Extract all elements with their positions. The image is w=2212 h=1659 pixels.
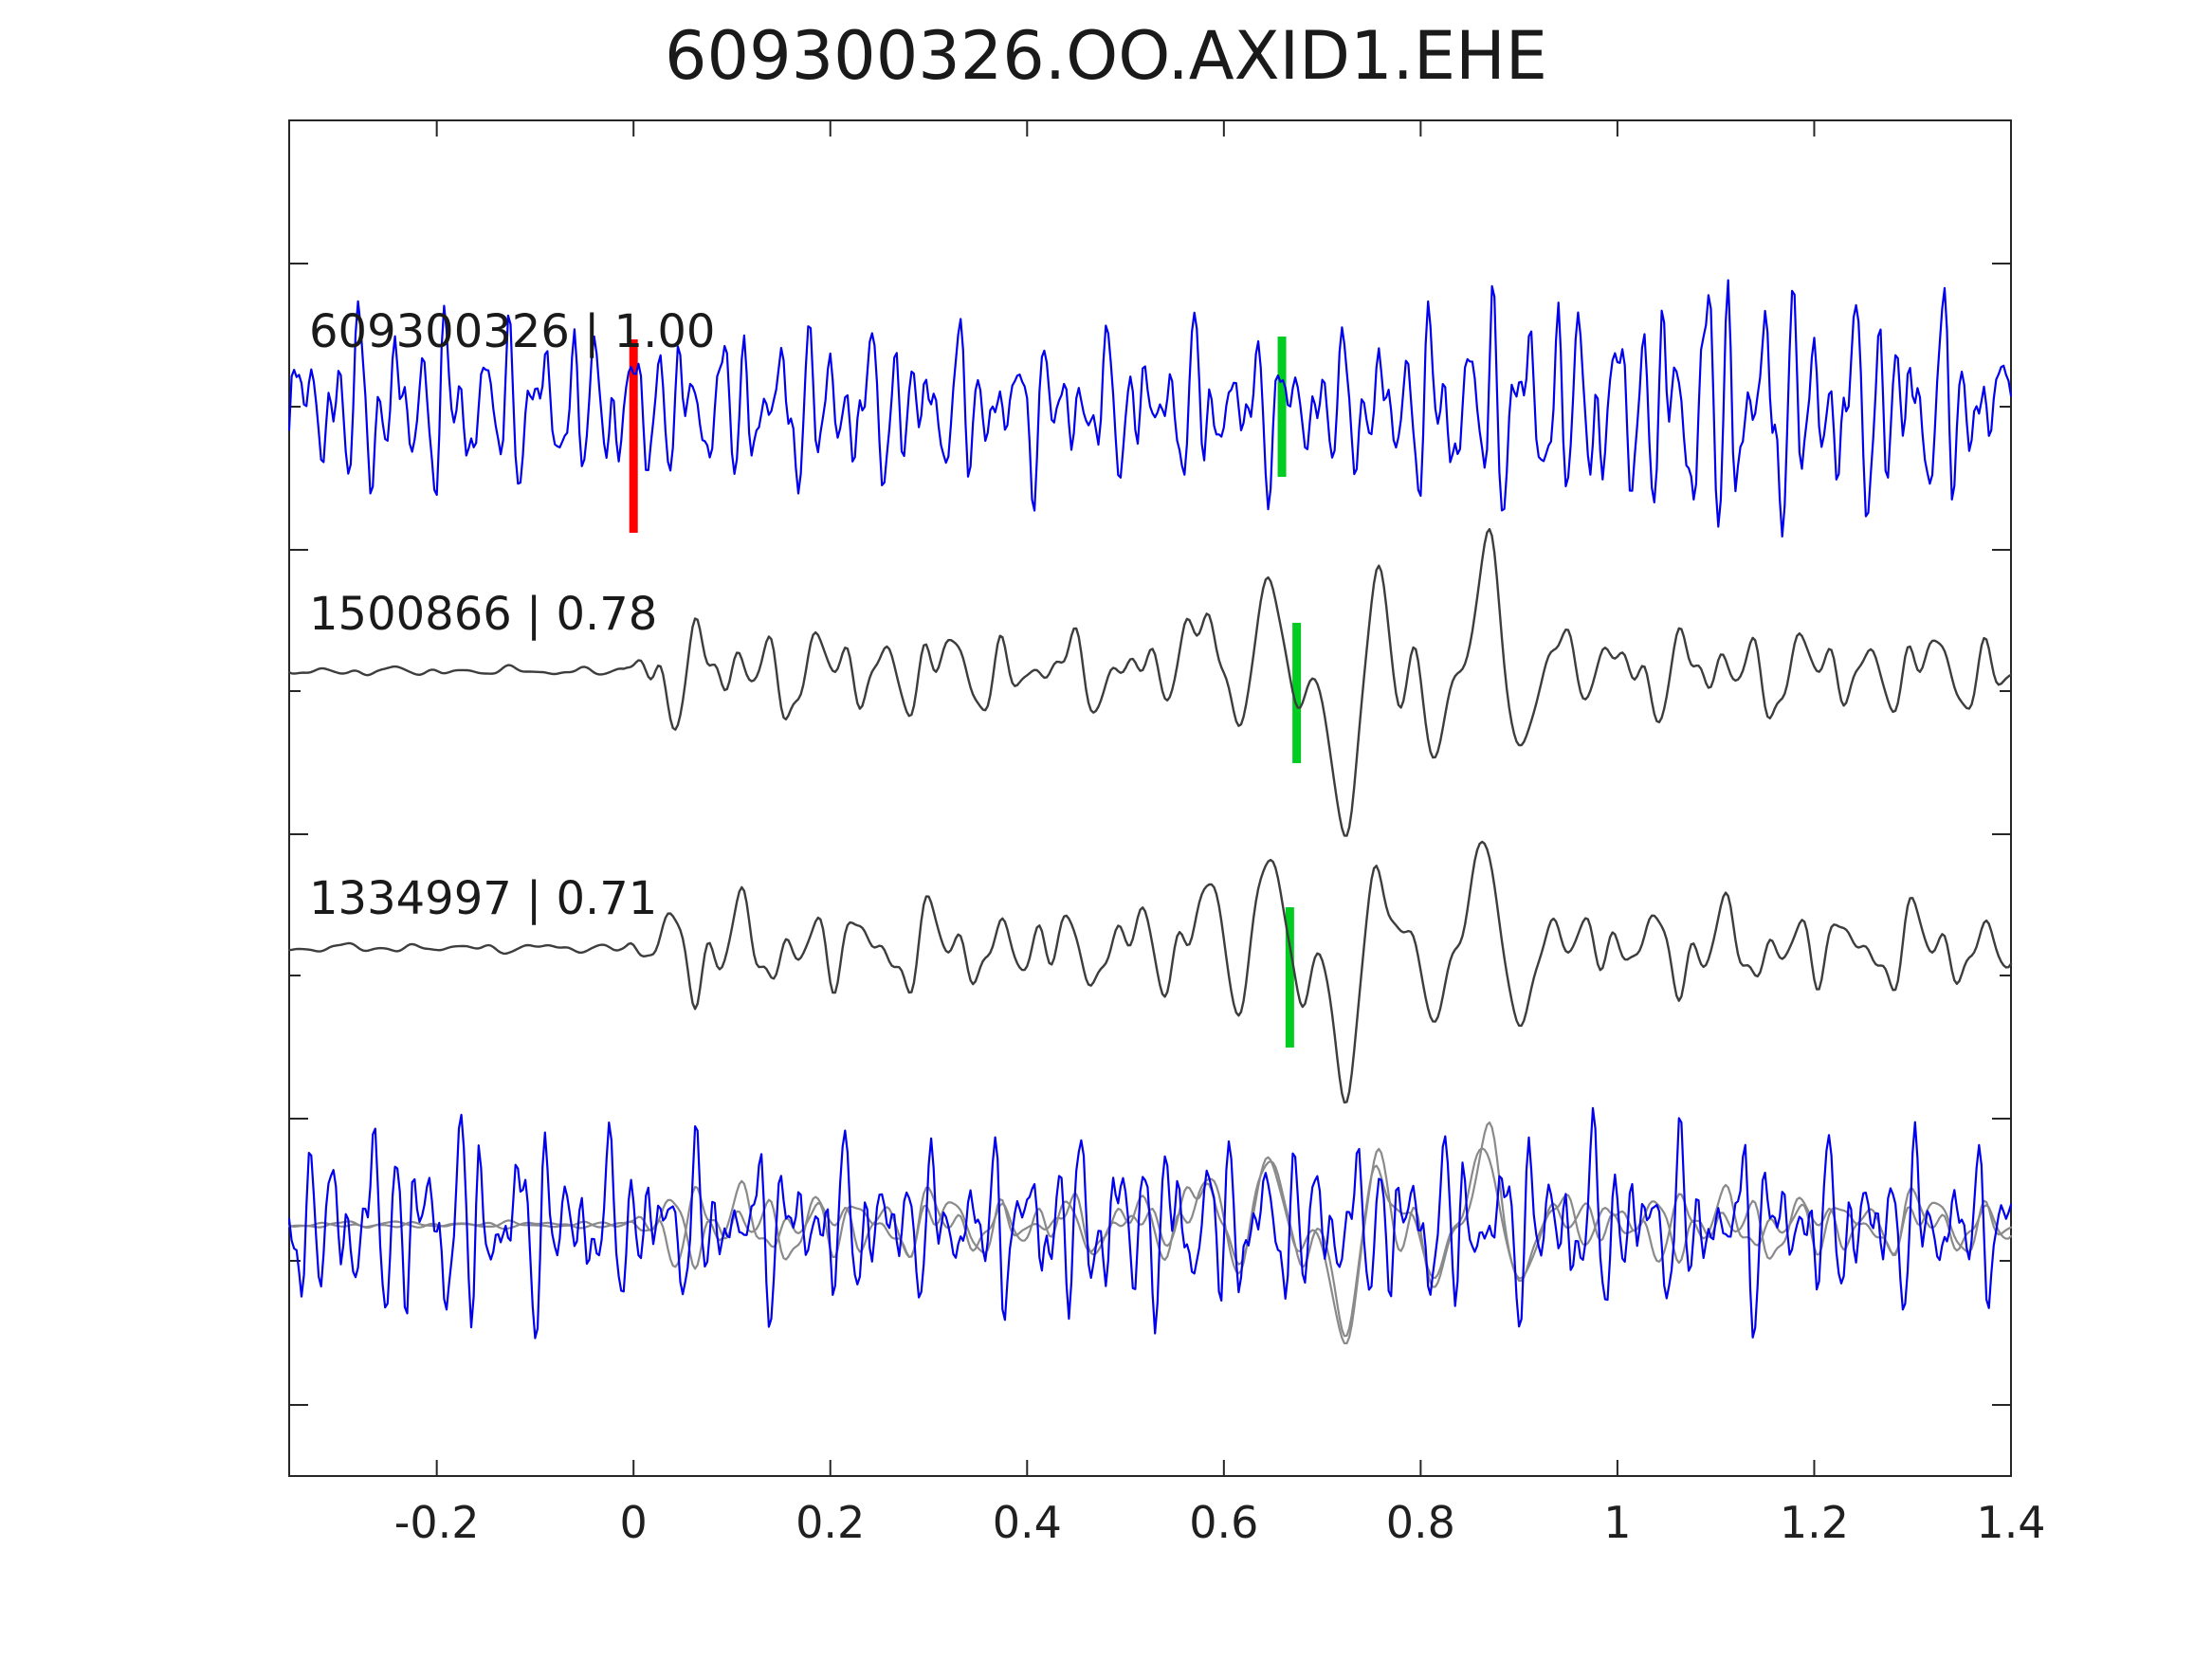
waveform-template-1500866 — [287, 528, 2013, 837]
pick-marker-green-template-2 — [1285, 907, 1294, 1048]
trace-label-template-1: 1500866 | 0.78 — [309, 588, 658, 641]
plot-title: 609300326.OO.AXID1.EHE — [665, 17, 1547, 95]
waveform-template-1334997 — [287, 840, 2013, 1104]
waveform-overlay-detection-waveform — [287, 1106, 2013, 1340]
waveform-detection-waveform — [287, 279, 2013, 538]
plot-frame — [288, 119, 2012, 1477]
pick-marker-red-reference — [629, 339, 638, 533]
x-tick-label: 1 — [1603, 1497, 1631, 1548]
x-tick-label: -0.2 — [394, 1497, 480, 1548]
pick-marker-green-template-1 — [1292, 623, 1302, 763]
pick-marker-green-detection — [1277, 337, 1287, 477]
x-tick-label: 0.6 — [1189, 1497, 1258, 1548]
x-tick-label: 0.2 — [795, 1497, 865, 1548]
x-tick-label: 0.8 — [1386, 1497, 1455, 1548]
trace-label-template-2: 1334997 | 0.71 — [309, 872, 658, 925]
x-tick-label: 1.4 — [1976, 1497, 2045, 1548]
trace-label-detection: 609300326 | 1.00 — [309, 305, 716, 358]
x-tick-label: 1.2 — [1780, 1497, 1849, 1548]
x-tick-label: 0.4 — [993, 1497, 1062, 1548]
x-tick-label: 0 — [620, 1497, 648, 1548]
